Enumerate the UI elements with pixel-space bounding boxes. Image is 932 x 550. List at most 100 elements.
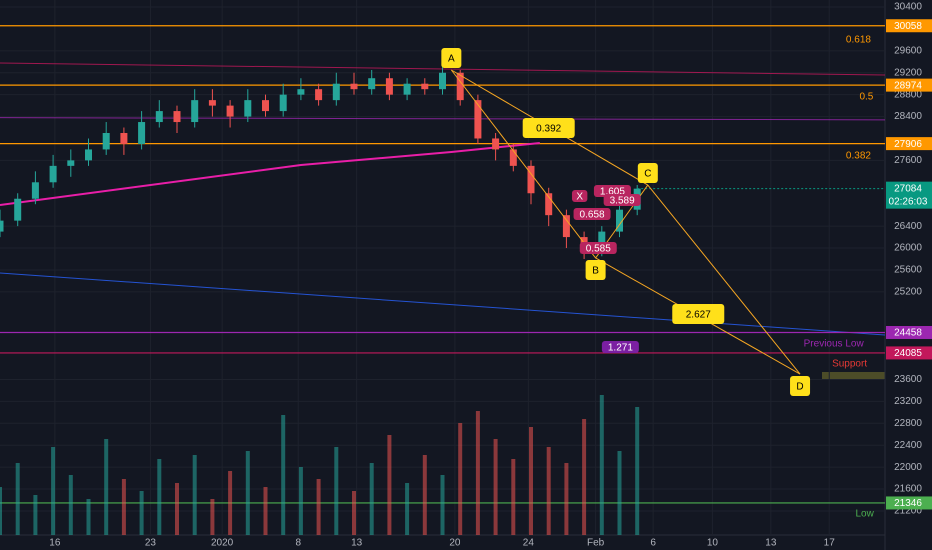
x-tick-label: 20 bbox=[449, 538, 461, 549]
candle-body bbox=[403, 83, 411, 95]
volume-bar bbox=[104, 439, 109, 535]
ratio-label: 0.392 bbox=[536, 124, 561, 135]
volume-bar bbox=[86, 499, 91, 535]
candle-body bbox=[155, 111, 163, 123]
trendline bbox=[0, 272, 886, 336]
candle-body bbox=[14, 198, 22, 221]
candle-body bbox=[562, 215, 570, 238]
ratio-box bbox=[603, 193, 641, 206]
candle-body bbox=[67, 160, 75, 166]
annotation: 0.618 bbox=[846, 35, 871, 46]
x-tick-label: 2020 bbox=[211, 538, 234, 549]
ratio-label: X bbox=[576, 192, 583, 203]
candle-body bbox=[262, 100, 269, 112]
volume-bar bbox=[192, 455, 197, 535]
volume-bar bbox=[0, 487, 2, 535]
x-tick-label: 16 bbox=[49, 538, 61, 549]
y-tick-label: 22400 bbox=[894, 440, 922, 451]
volume-bar bbox=[228, 471, 233, 535]
annotation: Support bbox=[832, 359, 867, 370]
level-price-label: 21346 bbox=[894, 498, 922, 509]
candle-body bbox=[85, 149, 92, 161]
y-tick-label: 23200 bbox=[894, 396, 922, 407]
candle-body bbox=[456, 72, 464, 101]
y-tick-label: 23600 bbox=[894, 374, 922, 385]
annotation: Previous Low bbox=[804, 339, 865, 350]
candle-body bbox=[368, 78, 376, 90]
level-price-label: 30058 bbox=[894, 21, 922, 32]
volume-bar bbox=[582, 419, 587, 535]
pattern-point bbox=[790, 376, 811, 397]
volume-bar bbox=[440, 475, 445, 535]
volume-bar bbox=[121, 479, 126, 535]
x-tick-label: 24 bbox=[523, 538, 535, 549]
x-tick-label: 6 bbox=[650, 538, 656, 549]
level-price-label: 24085 bbox=[894, 348, 922, 359]
candle-body bbox=[439, 72, 446, 90]
candle-body bbox=[0, 220, 4, 232]
volume-bar bbox=[157, 459, 162, 535]
y-tick-label: 25200 bbox=[894, 286, 922, 297]
candle-body bbox=[297, 89, 305, 95]
ratio-box bbox=[573, 208, 611, 221]
candle-body bbox=[120, 132, 128, 144]
level-price-box bbox=[886, 496, 932, 510]
candle-body bbox=[173, 111, 181, 123]
candle-body bbox=[474, 100, 482, 139]
volume-bar bbox=[511, 459, 516, 535]
pattern-leg bbox=[450, 69, 597, 259]
candle-body bbox=[492, 138, 500, 150]
annotation: Low bbox=[855, 509, 874, 520]
candle-body bbox=[191, 100, 199, 123]
candle-body bbox=[527, 165, 535, 194]
candle-body bbox=[350, 83, 358, 90]
last-price-label: 27084 bbox=[894, 183, 922, 194]
level-price-box bbox=[886, 19, 932, 33]
candle-body bbox=[332, 83, 340, 101]
y-tick-label: 22800 bbox=[894, 418, 922, 429]
ratio-label: 2.627 bbox=[686, 310, 711, 321]
volume-bar bbox=[617, 451, 622, 535]
candle-body bbox=[102, 132, 110, 150]
support-zone bbox=[822, 372, 885, 380]
volume-bar bbox=[635, 407, 640, 535]
annotation: 0.5 bbox=[859, 92, 873, 103]
level-price-box bbox=[886, 346, 932, 360]
volume-bar bbox=[458, 423, 463, 535]
x-tick-label: 13 bbox=[351, 538, 363, 549]
volume-bar bbox=[599, 395, 604, 535]
y-tick-label: 29200 bbox=[894, 67, 922, 78]
volume-bar bbox=[475, 411, 480, 535]
ratio-label: 1.271 bbox=[608, 343, 633, 354]
candle-body bbox=[31, 182, 39, 199]
annotation: 0.382 bbox=[846, 151, 871, 162]
volume-bar bbox=[298, 467, 303, 535]
pattern-label: D bbox=[796, 382, 803, 393]
y-tick-label: 21600 bbox=[894, 484, 922, 495]
ratio-label: 0.658 bbox=[580, 210, 605, 221]
ratio-box bbox=[522, 118, 575, 139]
pattern-label: B bbox=[592, 266, 599, 277]
volume-bar bbox=[422, 455, 427, 535]
level-price-label: 27906 bbox=[894, 139, 922, 150]
ratio-label: 1.605 bbox=[600, 187, 625, 198]
volume-bar bbox=[15, 463, 20, 535]
x-tick-label: 13 bbox=[765, 538, 777, 549]
x-tick-label: 8 bbox=[295, 538, 301, 549]
trendline bbox=[0, 117, 886, 121]
volume-bar bbox=[316, 479, 321, 535]
candle-body bbox=[385, 78, 393, 95]
candle-body bbox=[244, 100, 252, 117]
y-tick-label: 26400 bbox=[894, 221, 922, 232]
ratio-box bbox=[579, 241, 617, 254]
x-tick-label: Feb bbox=[587, 538, 605, 549]
volume-bar bbox=[175, 483, 179, 535]
candle-body bbox=[545, 193, 553, 216]
x-tick-label: 10 bbox=[707, 538, 719, 549]
candle-body bbox=[226, 105, 234, 117]
pattern-point bbox=[637, 163, 658, 184]
candle-body bbox=[138, 122, 146, 144]
volume-bar bbox=[405, 483, 410, 535]
